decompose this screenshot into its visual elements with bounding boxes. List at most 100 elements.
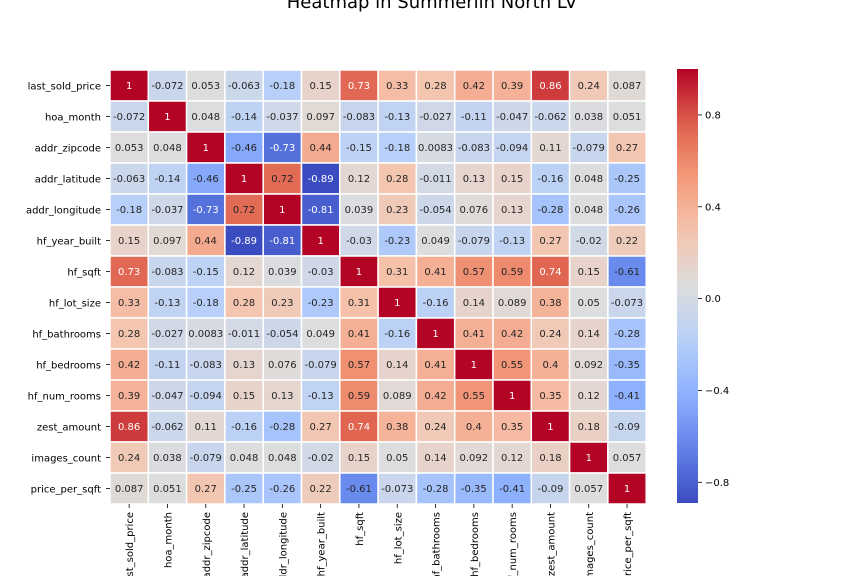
cell-value-6-13: -0.61 — [614, 267, 640, 278]
row-label-hoa_month: hoa_month — [45, 113, 101, 124]
cell-value-6-4: 0.039 — [268, 267, 297, 278]
heatmap-cell-8-11 — [530, 317, 571, 350]
heatmap-cell-10-13 — [607, 379, 647, 412]
cell-value-2-13: 0.27 — [616, 143, 638, 154]
heatmap-cell-11-5 — [300, 410, 341, 443]
cell-value-9-10: 0.55 — [501, 360, 523, 371]
row-label-hf_num_rooms: hf_num_rooms — [28, 392, 101, 403]
cell-value-8-5: 0.049 — [306, 329, 335, 340]
cell-value-9-5: -0.079 — [305, 360, 337, 371]
cell-value-6-10: 0.59 — [501, 267, 523, 278]
row-label-addr_latitude: addr_latitude — [35, 175, 101, 186]
cell-value-9-0: 0.42 — [118, 360, 140, 371]
cell-value-9-3: 0.13 — [233, 360, 255, 371]
heatmap-cell-0-10 — [492, 69, 533, 102]
cell-value-11-12: 0.18 — [578, 422, 600, 433]
cell-value-2-8: 0.0083 — [418, 143, 453, 154]
cell-value-4-12: 0.048 — [574, 205, 603, 216]
cell-value-11-8: 0.24 — [424, 422, 446, 433]
heatmap-cell-6-10 — [492, 255, 533, 288]
heatmap-cell-1-9 — [453, 100, 494, 133]
row-label-hf_sqft: hf_sqft — [67, 268, 101, 279]
cell-value-13-3: -0.25 — [231, 484, 257, 495]
cell-value-4-1: -0.037 — [151, 205, 183, 216]
heatmap-cell-10-7 — [377, 379, 418, 412]
cell-value-13-8: -0.28 — [423, 484, 449, 495]
cell-value-0-0: 1 — [126, 81, 132, 92]
cell-value-7-1: -0.13 — [155, 298, 181, 309]
heatmap-cell-0-8 — [415, 69, 456, 102]
cell-value-1-7: -0.13 — [384, 112, 410, 123]
cell-value-7-10: 0.089 — [498, 298, 527, 309]
cell-value-1-3: -0.14 — [231, 112, 257, 123]
heatmap-cell-13-11 — [530, 472, 571, 505]
heatmap-cell-0-13 — [607, 69, 647, 102]
cell-value-5-12: -0.02 — [576, 236, 602, 247]
heatmap-cell-3-0 — [109, 162, 150, 195]
cell-value-9-12: 0.092 — [574, 360, 603, 371]
cell-value-2-7: -0.18 — [384, 143, 410, 154]
cell-value-2-0: 0.053 — [115, 143, 144, 154]
heatmap-cell-11-7 — [377, 410, 418, 443]
cell-value-5-9: -0.079 — [458, 236, 490, 247]
row-tick-labels: last_sold_price hoa_month addr_zipcodeaddr… — [26, 82, 110, 496]
cell-value-5-6: -0.03 — [346, 236, 372, 247]
cell-value-10-13: -0.41 — [614, 391, 640, 402]
cell-value-9-8: 0.41 — [424, 360, 446, 371]
heatmap-cell-3-13 — [607, 162, 647, 195]
heatmap-cell-2-8 — [415, 131, 456, 164]
column-tick-labels: last_sold_price hoa_month addr_zipcode addr… — [125, 504, 634, 576]
col-label-price_per_sqft: price_per_sqft — [623, 512, 634, 576]
heatmap-cell-9-6 — [339, 348, 379, 381]
col-label-hf_sqft: hf_sqft — [355, 512, 366, 546]
cell-value-0-11: 0.86 — [539, 81, 561, 92]
heatmap-cell-8-6 — [339, 317, 379, 350]
cell-value-3-8: -0.011 — [419, 174, 451, 185]
cell-value-12-0: 0.24 — [118, 453, 140, 464]
cell-value-11-6: 0.74 — [348, 422, 370, 433]
cell-value-7-9: 0.14 — [463, 298, 485, 309]
heatmap-cell-2-12 — [568, 131, 609, 164]
cell-value-6-1: -0.083 — [151, 267, 183, 278]
cell-value-7-7: 1 — [394, 298, 400, 309]
cell-value-13-4: -0.26 — [269, 484, 295, 495]
cell-value-8-11: 0.24 — [539, 329, 561, 340]
cell-value-5-11: 0.27 — [539, 236, 561, 247]
cell-value-2-6: -0.15 — [346, 143, 372, 154]
cell-value-8-4: -0.054 — [266, 329, 298, 340]
col-label-addr_latitude: addr_latitude — [240, 512, 251, 576]
heatmap-cell-9-13 — [607, 348, 647, 381]
cell-value-2-12: -0.079 — [573, 143, 605, 154]
heatmap-cell-10-3 — [224, 379, 264, 412]
heatmap-cell-9-4 — [262, 348, 303, 381]
heatmap-cell-12-13 — [607, 441, 647, 474]
cell-value-8-10: 0.42 — [501, 329, 523, 340]
cell-value-8-2: 0.0083 — [188, 329, 223, 340]
heatmap-cell-6-0 — [109, 255, 150, 288]
cell-value-6-7: 0.31 — [386, 267, 408, 278]
cell-value-7-11: 0.38 — [539, 298, 561, 309]
heatmap-cell-3-3 — [224, 162, 264, 195]
cell-value-9-1: -0.11 — [155, 360, 181, 371]
heatmap-cell-3-11 — [530, 162, 571, 195]
heatmap-cell-4-7 — [377, 193, 418, 226]
cell-value-4-7: 0.23 — [386, 205, 408, 216]
cell-value-7-4: 0.23 — [271, 298, 293, 309]
cell-value-12-7: 0.05 — [386, 453, 408, 464]
heatmap-cell-5-9 — [453, 224, 494, 257]
cell-value-2-4: -0.73 — [269, 143, 295, 154]
cell-value-13-13: 1 — [624, 484, 630, 495]
cell-value-7-3: 0.28 — [233, 298, 255, 309]
cell-value-3-6: 0.12 — [348, 174, 370, 185]
cell-value-12-2: -0.079 — [190, 453, 222, 464]
cell-value-1-13: 0.051 — [613, 112, 642, 123]
heatmap-cell-9-7 — [377, 348, 418, 381]
cell-value-2-10: -0.094 — [496, 143, 528, 154]
cell-value-8-6: 0.41 — [348, 329, 370, 340]
colorbar-label-1: 0.4 — [705, 202, 721, 213]
heatmap-cell-1-13 — [607, 100, 647, 133]
heatmap-cell-labels: 1 -0.072 0.053 -0.063 -0.18 0.15 0.73 0.33 0.28 0… — [113, 81, 643, 495]
cell-value-6-0: 0.73 — [118, 267, 140, 278]
cell-value-6-8: 0.41 — [424, 267, 446, 278]
